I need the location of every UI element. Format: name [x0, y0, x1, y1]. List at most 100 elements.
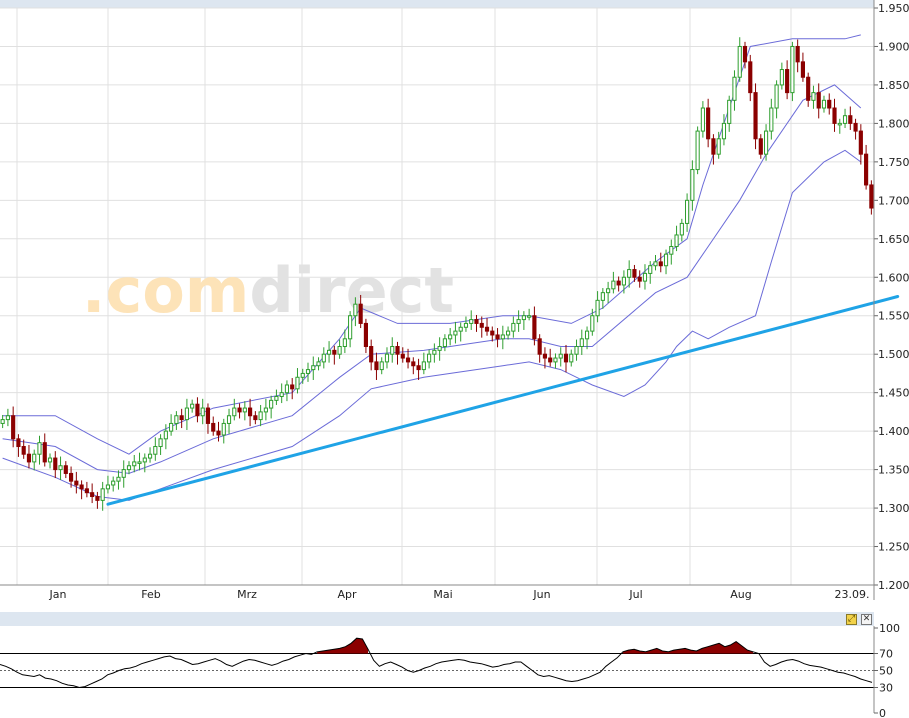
candle-body — [642, 272, 648, 282]
candle-body — [248, 407, 253, 417]
price-y-tick-label: 1.550 — [878, 310, 909, 323]
candle-body — [100, 488, 105, 501]
candle-body — [542, 353, 548, 359]
candle-body — [111, 480, 116, 486]
candle-body — [416, 365, 421, 371]
candle-body — [442, 338, 447, 348]
candle-body — [484, 326, 490, 332]
candle-body — [305, 369, 311, 374]
indicator-y-tick-label: 50 — [879, 665, 893, 678]
candle-body — [190, 403, 195, 409]
candle-body — [532, 315, 537, 340]
candle-body — [769, 107, 774, 132]
candle-body — [869, 184, 874, 209]
candle-body — [806, 76, 811, 101]
candlesticks — [0, 37, 874, 511]
candle-body — [658, 261, 663, 267]
candle-body — [621, 276, 626, 286]
candle-body — [579, 338, 584, 348]
candle-body — [737, 45, 742, 78]
candle-body — [105, 484, 111, 490]
price-x-tick-label: Jul — [628, 588, 642, 601]
close-panel-button[interactable]: ✕ — [861, 614, 872, 625]
candle-body — [511, 322, 516, 332]
candle-body — [785, 69, 790, 94]
candle-body — [469, 319, 474, 324]
candle-body — [563, 353, 569, 363]
indicator-y-tick-label: 30 — [879, 682, 893, 695]
expand-panel-button[interactable]: ⤢ — [846, 614, 857, 625]
candle-body — [795, 45, 800, 63]
candle-body — [453, 330, 458, 336]
candle-body — [569, 353, 574, 363]
candle-body — [379, 361, 384, 371]
candle-body — [816, 92, 821, 109]
candle-body — [358, 303, 363, 324]
candle-body — [121, 469, 126, 478]
candle-body — [832, 107, 837, 124]
price-x-axis: Jan Feb Mrz Apr Mai Jun Jul Aug 23.09. — [0, 584, 874, 601]
candle-body — [142, 457, 147, 463]
candle-body — [84, 488, 89, 494]
candle-body — [479, 322, 484, 328]
candle-body — [837, 122, 842, 126]
candle-body — [674, 234, 679, 247]
candle-body — [242, 407, 247, 413]
candle-body — [842, 115, 848, 124]
candle-body — [411, 361, 416, 367]
candle-body — [47, 457, 53, 463]
candle-body — [537, 338, 542, 355]
price-x-tick-label: Feb — [141, 588, 160, 601]
price-x-tick-label: Mrz — [237, 588, 257, 601]
indicator-grid — [0, 653, 874, 688]
price-grid — [0, 7, 874, 586]
candle-body — [369, 346, 374, 363]
indicator-y-tick-label: 100 — [879, 622, 900, 635]
indicator-overbought-fill — [317, 638, 754, 654]
candle-body — [300, 372, 305, 378]
candle-body — [811, 92, 816, 101]
candle-body — [463, 322, 469, 328]
candle-body — [132, 461, 137, 467]
price-y-tick-label: 1.450 — [878, 387, 909, 400]
candle-body — [800, 61, 806, 78]
candle-body — [158, 438, 163, 448]
candle-body — [116, 476, 121, 482]
candle-body — [337, 346, 342, 355]
candle-body — [37, 442, 42, 455]
candle-body — [163, 430, 168, 440]
candle-body — [858, 130, 863, 155]
price-y-tick-label: 1.900 — [878, 40, 909, 53]
candle-body — [326, 349, 332, 355]
candle-body — [632, 269, 637, 278]
candle-body — [26, 453, 32, 463]
candle-body — [384, 353, 390, 363]
candle-body — [295, 376, 300, 390]
candle-body — [448, 334, 453, 340]
candle-body — [126, 465, 132, 471]
candle-body — [363, 322, 369, 348]
candle-body — [216, 430, 221, 436]
candle-body — [690, 169, 695, 201]
candle-body — [321, 353, 326, 363]
candle-body — [548, 357, 553, 363]
candle-body — [458, 326, 463, 332]
price-y-tick-label: 1.500 — [878, 348, 909, 361]
price-y-tick-label: 1.600 — [878, 271, 909, 284]
candle-body — [616, 280, 621, 286]
candle-body — [237, 407, 242, 413]
candle-body — [232, 407, 237, 417]
candle-body — [153, 446, 158, 455]
candle-body — [495, 334, 500, 340]
candle-body — [663, 253, 669, 267]
candle-body — [505, 330, 511, 336]
candle-body — [184, 407, 189, 421]
candle-body — [716, 138, 721, 155]
candle-body — [195, 403, 200, 417]
candle-body — [679, 222, 684, 236]
price-x-tick-label: Mai — [433, 588, 452, 601]
candle-body — [74, 480, 79, 486]
price-y-tick-label: 1.400 — [878, 425, 909, 438]
candle-body — [253, 415, 258, 421]
